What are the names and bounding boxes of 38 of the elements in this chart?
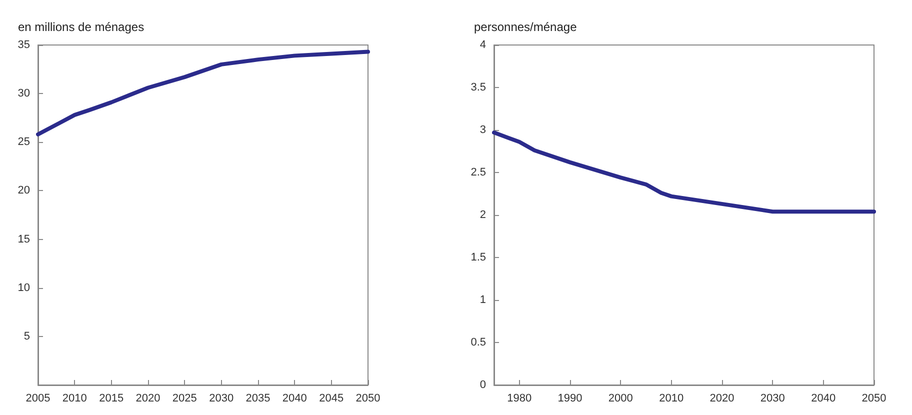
x-tick-label: 2005 <box>26 392 50 404</box>
x-tick-label: 2030 <box>209 392 234 404</box>
y-tick-label: 4 <box>480 39 486 51</box>
x-tick-label: 2010 <box>659 392 684 404</box>
x-tick-label: 2025 <box>172 392 197 404</box>
y-tick-label: 5 <box>24 330 30 342</box>
y-tick-label: 10 <box>18 282 30 294</box>
y-tick-label: 1 <box>480 294 486 306</box>
y-axis-title: personnes/ménage <box>474 20 578 34</box>
y-tick-label: 2 <box>480 209 486 221</box>
x-tick-label: 2035 <box>246 392 270 404</box>
x-tick-label: 2050 <box>356 392 380 404</box>
x-tick-label: 2040 <box>811 392 836 404</box>
y-tick-label: 0 <box>480 379 486 391</box>
x-tick-label: 2015 <box>99 392 124 404</box>
x-tick-label: 2010 <box>62 392 87 404</box>
x-tick-label: 2000 <box>608 392 633 404</box>
y-tick-label: 35 <box>18 39 30 51</box>
y-tick-label: 1.5 <box>470 252 486 264</box>
x-tick-label: 2045 <box>319 392 344 404</box>
line-series <box>492 130 876 214</box>
y-tick-label: 2.5 <box>470 166 486 178</box>
x-tick-label: 2020 <box>136 392 160 404</box>
y-tick-label: 25 <box>18 136 30 148</box>
y-tick-label: 0.5 <box>470 336 486 348</box>
y-tick-label: 3.5 <box>470 82 486 94</box>
y-tick-label: 30 <box>18 88 30 100</box>
x-tick-label: 2050 <box>862 392 886 404</box>
y-tick-label: 20 <box>18 184 30 197</box>
x-tick-label: 2030 <box>760 392 785 404</box>
x-tick-label: 1980 <box>507 392 532 404</box>
y-tick-label: 3 <box>480 124 486 136</box>
line-series <box>36 50 370 136</box>
x-tick-label: 2040 <box>282 392 307 404</box>
y-axis-title: en millions de ménages <box>18 20 144 34</box>
x-tick-label: 1990 <box>558 392 582 404</box>
y-tick-label: 15 <box>18 233 30 246</box>
x-tick-label: 2020 <box>710 392 734 404</box>
